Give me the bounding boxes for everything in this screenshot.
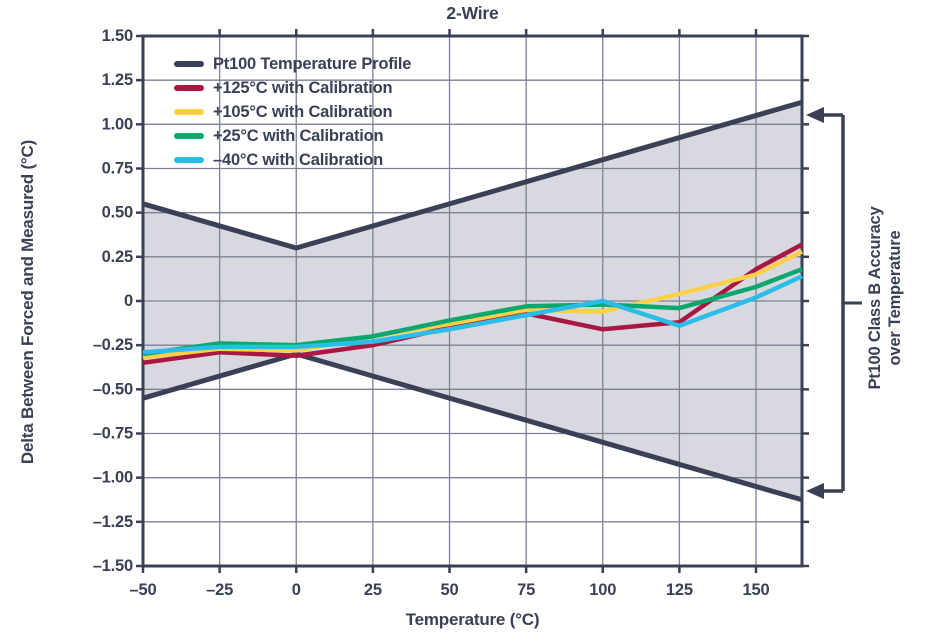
legend-swatch-cyan-line-icon (174, 157, 204, 163)
x-tick-label: 75 (517, 581, 535, 599)
y-tick-label: 0.50 (102, 204, 133, 222)
legend: Pt100 Temperature Profile +125°C with Ca… (174, 52, 411, 172)
x-tick-label: 125 (666, 581, 693, 599)
y-tick-label: –0.25 (93, 336, 133, 354)
y-tick-label: –1.25 (93, 513, 133, 531)
y-tick-label: 1.50 (102, 27, 133, 45)
x-tick-label: 25 (364, 581, 382, 599)
legend-label: +105°C with Calibration (213, 102, 393, 121)
y-tick-label: 0.25 (102, 248, 133, 266)
x-tick-label: 0 (292, 581, 301, 599)
annotation-line-1: Pt100 Class B Accuracy (866, 206, 885, 390)
series-data-line (142, 267, 803, 357)
chart-title: 2-Wire (446, 3, 499, 23)
series-data-line (142, 274, 803, 355)
x-tick-label: 50 (441, 581, 459, 599)
annotation-line-2: over Temperature (886, 230, 904, 366)
y-tick-label: –1.50 (93, 557, 133, 575)
y-tick-label: –0.75 (93, 425, 133, 443)
y-tick-label: 0 (124, 292, 133, 310)
x-tick-label: 150 (743, 581, 770, 599)
legend-item-25c: +25°C with Calibration (174, 124, 411, 148)
legend-label: +125°C with Calibration (213, 78, 393, 97)
x-tick-label: –25 (206, 581, 233, 599)
legend-item-125c: +125°C with Calibration (174, 76, 411, 100)
legend-swatch-yellow-line-icon (174, 109, 204, 115)
legend-label: –40°C with Calibration (213, 150, 383, 169)
arrow-up-bound-icon (806, 107, 824, 123)
y-tick-label: –0.50 (93, 380, 133, 398)
x-tick-label: –50 (130, 581, 157, 599)
x-axis-title: Temperature (°C) (405, 610, 540, 629)
legend-swatch-red-line-icon (174, 85, 204, 91)
legend-swatch-green-line-icon (174, 133, 204, 139)
y-tick-label: –1.00 (93, 469, 133, 487)
x-tick-label: 100 (589, 581, 616, 599)
arrow-low-bound-icon (806, 483, 824, 499)
plot-border (141, 34, 804, 568)
legend-label: Pt100 Temperature Profile (213, 54, 412, 73)
class-b-accuracy-annotation: Pt100 Class B Accuracy over Temperature (796, 148, 933, 448)
legend-item-minus40c: –40°C with Calibration (174, 148, 411, 172)
y-tick-label: 0.75 (102, 160, 133, 178)
legend-item-105c: +105°C with Calibration (174, 100, 411, 124)
series-data-line (142, 249, 804, 360)
legend-swatch-navy-line-icon (174, 61, 204, 67)
y-tick-label: 1.00 (102, 115, 133, 133)
legend-item-pt100-profile: Pt100 Temperature Profile (174, 52, 411, 76)
series-envelope-upper-line (142, 99, 803, 251)
legend-label: +25°C with Calibration (213, 126, 384, 145)
y-tick-label: 1.25 (102, 71, 133, 89)
